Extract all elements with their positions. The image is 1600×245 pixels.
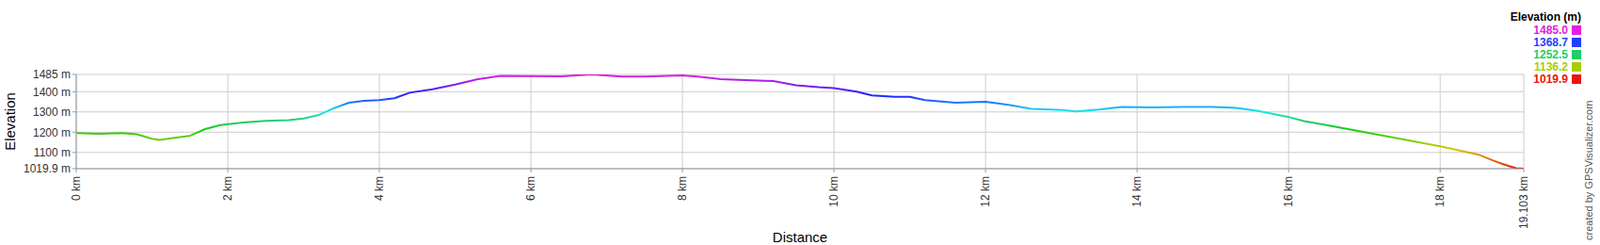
svg-text:1200 m: 1200 m	[32, 126, 71, 140]
svg-text:1136.2: 1136.2	[1534, 60, 1568, 74]
svg-text:19.103 km: 19.103 km	[1517, 176, 1531, 229]
svg-text:created by GPSVisualizer.com: created by GPSVisualizer.com	[1583, 100, 1593, 240]
svg-text:2 km: 2 km	[221, 176, 235, 201]
svg-text:4 km: 4 km	[372, 176, 386, 201]
svg-text:Distance: Distance	[772, 228, 828, 245]
svg-text:1252.5: 1252.5	[1533, 48, 1568, 62]
svg-text:1400 m: 1400 m	[32, 85, 71, 99]
svg-text:1485 m: 1485 m	[32, 67, 71, 81]
svg-text:10 km: 10 km	[827, 176, 841, 208]
svg-text:16 km: 16 km	[1281, 176, 1296, 208]
svg-text:1300 m: 1300 m	[32, 105, 71, 119]
svg-text:12 km: 12 km	[978, 176, 992, 208]
svg-text:1019.9: 1019.9	[1533, 72, 1568, 86]
svg-text:1019.9 m: 1019.9 m	[23, 161, 71, 176]
svg-text:1100 m: 1100 m	[33, 145, 71, 160]
svg-text:6 km: 6 km	[524, 176, 538, 201]
svg-text:0 km: 0 km	[69, 176, 83, 201]
svg-text:8 km: 8 km	[675, 176, 689, 201]
svg-text:14 km: 14 km	[1130, 176, 1144, 208]
svg-text:1368.7: 1368.7	[1533, 35, 1568, 49]
svg-text:Elevation (m): Elevation (m)	[1510, 10, 1582, 24]
svg-text:Elevation: Elevation	[7, 92, 18, 151]
svg-text:18 km: 18 km	[1433, 176, 1447, 208]
svg-text:1485.0: 1485.0	[1533, 23, 1568, 37]
